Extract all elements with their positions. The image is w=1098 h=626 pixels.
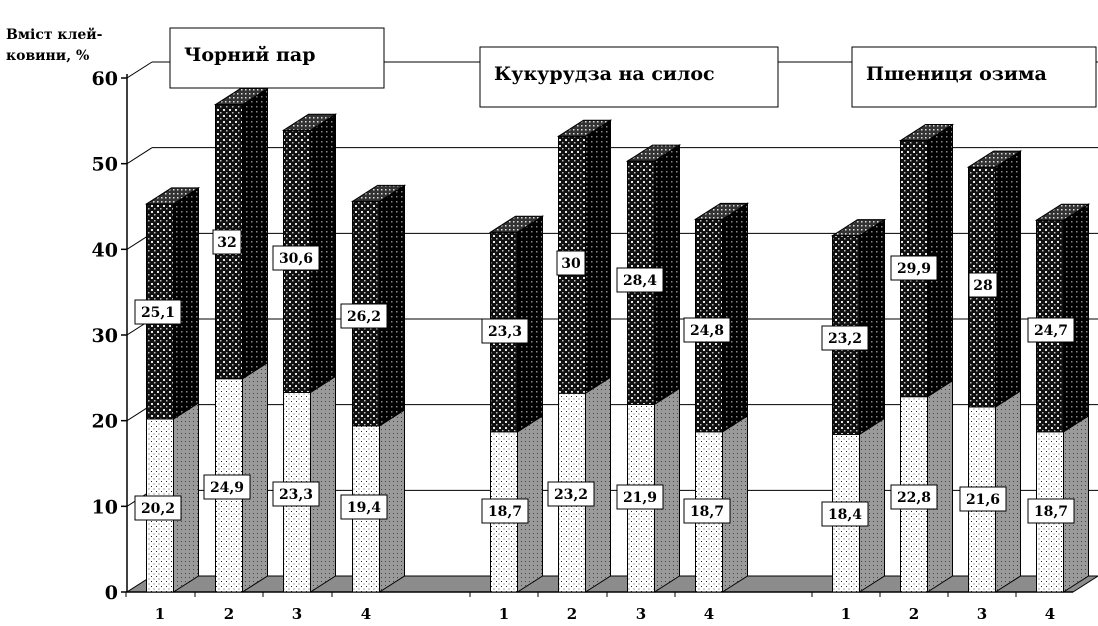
data-label: 28 [973, 278, 992, 294]
bar-top [693, 202, 750, 220]
grid-diagonal-60 [126, 61, 153, 79]
data-label: 23,3 [279, 487, 313, 503]
data-label: 21,6 [966, 492, 1000, 508]
x-category-label: 2 [567, 605, 577, 623]
data-label-box [616, 484, 664, 510]
data-label-box [481, 318, 529, 344]
group-title-box [479, 46, 779, 108]
bar-segment-side [242, 87, 268, 380]
bar-top [350, 184, 407, 202]
x-category-label: 2 [224, 605, 234, 623]
data-label: 22,8 [897, 490, 931, 506]
y-tick-label: 10 [92, 496, 118, 518]
data-label: 20,2 [141, 501, 175, 517]
x-category-label: 2 [909, 605, 919, 623]
x-category-label: 1 [155, 605, 165, 623]
data-label-box [547, 481, 595, 507]
bar-top [830, 219, 887, 237]
bar-segment-side [585, 119, 611, 395]
data-label-box [340, 494, 388, 520]
data-label-box [683, 498, 731, 524]
x-category-label: 3 [636, 605, 646, 623]
group-title: Кукурудза на силос [494, 63, 715, 85]
data-label-box [890, 255, 938, 281]
data-label: 23,2 [828, 331, 862, 347]
data-label: 24,9 [210, 480, 244, 496]
bar-top [966, 150, 1023, 168]
data-label: 24,8 [690, 323, 724, 339]
data-label: 18,7 [488, 504, 522, 520]
data-label-box [212, 229, 242, 255]
y-tick-label: 40 [92, 239, 118, 261]
data-label-box [616, 267, 664, 293]
data-label: 25,1 [141, 305, 175, 321]
group-title: Чорний пар [184, 44, 316, 66]
data-label: 18,7 [1034, 504, 1068, 520]
ylabel-line-2: ковини, % [6, 48, 89, 64]
bar-top [625, 144, 682, 162]
data-label-box [272, 245, 320, 271]
y-tick-label: 60 [92, 68, 118, 90]
x-category-label: 4 [361, 605, 371, 623]
data-label: 30,6 [279, 251, 313, 267]
bar-segment-side [995, 150, 1021, 408]
grid-diagonal-50 [126, 147, 153, 165]
y-tick-label: 50 [92, 154, 118, 176]
bar-top [281, 113, 338, 131]
y-tick-label: 0 [105, 582, 118, 604]
floor-layer [125, 575, 1098, 593]
bar-top [213, 88, 270, 106]
data-label: 23,3 [488, 324, 522, 340]
data-label: 30 [561, 256, 581, 272]
data-label: 23,2 [554, 487, 588, 503]
data-label: 32 [217, 235, 236, 251]
bars-layer [144, 87, 1091, 593]
data-label-box [134, 495, 182, 521]
data-label-box [968, 272, 998, 298]
data-label: 28,4 [623, 273, 657, 289]
y-tick-label: 30 [92, 325, 118, 347]
data-label-box [890, 484, 938, 510]
y-tick-label: 20 [92, 411, 118, 433]
x-category-label: 4 [704, 605, 714, 623]
data-label: 29,9 [897, 261, 931, 277]
data-label-box [959, 486, 1007, 512]
data-label-box [481, 498, 529, 524]
data-label-box [272, 481, 320, 507]
data-label: 21,9 [623, 490, 657, 506]
bar-top [488, 215, 545, 233]
data-label-box [134, 299, 182, 325]
data-label-box [821, 501, 869, 527]
bar-top [556, 119, 613, 137]
data-label: 19,4 [347, 500, 381, 516]
x-category-label: 4 [1045, 605, 1055, 623]
data-label-box [1027, 498, 1075, 524]
data-label-box [203, 474, 251, 500]
data-label-box [1027, 317, 1075, 343]
data-label-box [683, 317, 731, 343]
data-label-box [556, 250, 586, 276]
chart-floor [125, 575, 1098, 593]
data-label: 18,7 [690, 504, 724, 520]
data-label-box [821, 325, 869, 351]
bar-top [144, 187, 201, 205]
titles-layer: Чорний пар Кукурудза на силос Пшениця озим… [169, 27, 1097, 108]
x-category-label: 3 [977, 605, 987, 623]
x-category-label: 3 [292, 605, 302, 623]
x-category-label: 1 [841, 605, 851, 623]
bar-top [898, 124, 955, 142]
data-label: 18,4 [828, 507, 862, 523]
group-title: Пшениця озима [866, 63, 1047, 85]
bar-top [1034, 203, 1091, 221]
x-category-label: 1 [499, 605, 509, 623]
group-title-box [169, 27, 385, 89]
data-label: 26,2 [347, 309, 381, 325]
group-title-box [851, 46, 1097, 108]
ylabel-line-1: Вміст клей- [6, 26, 103, 43]
labels-layer: 20,2 25,1 24,9 32 23,3 30,6 19,4 26,2 18,7 23,3 23… [134, 229, 1075, 527]
data-label: 24,7 [1034, 323, 1068, 339]
data-label-box [340, 303, 388, 329]
